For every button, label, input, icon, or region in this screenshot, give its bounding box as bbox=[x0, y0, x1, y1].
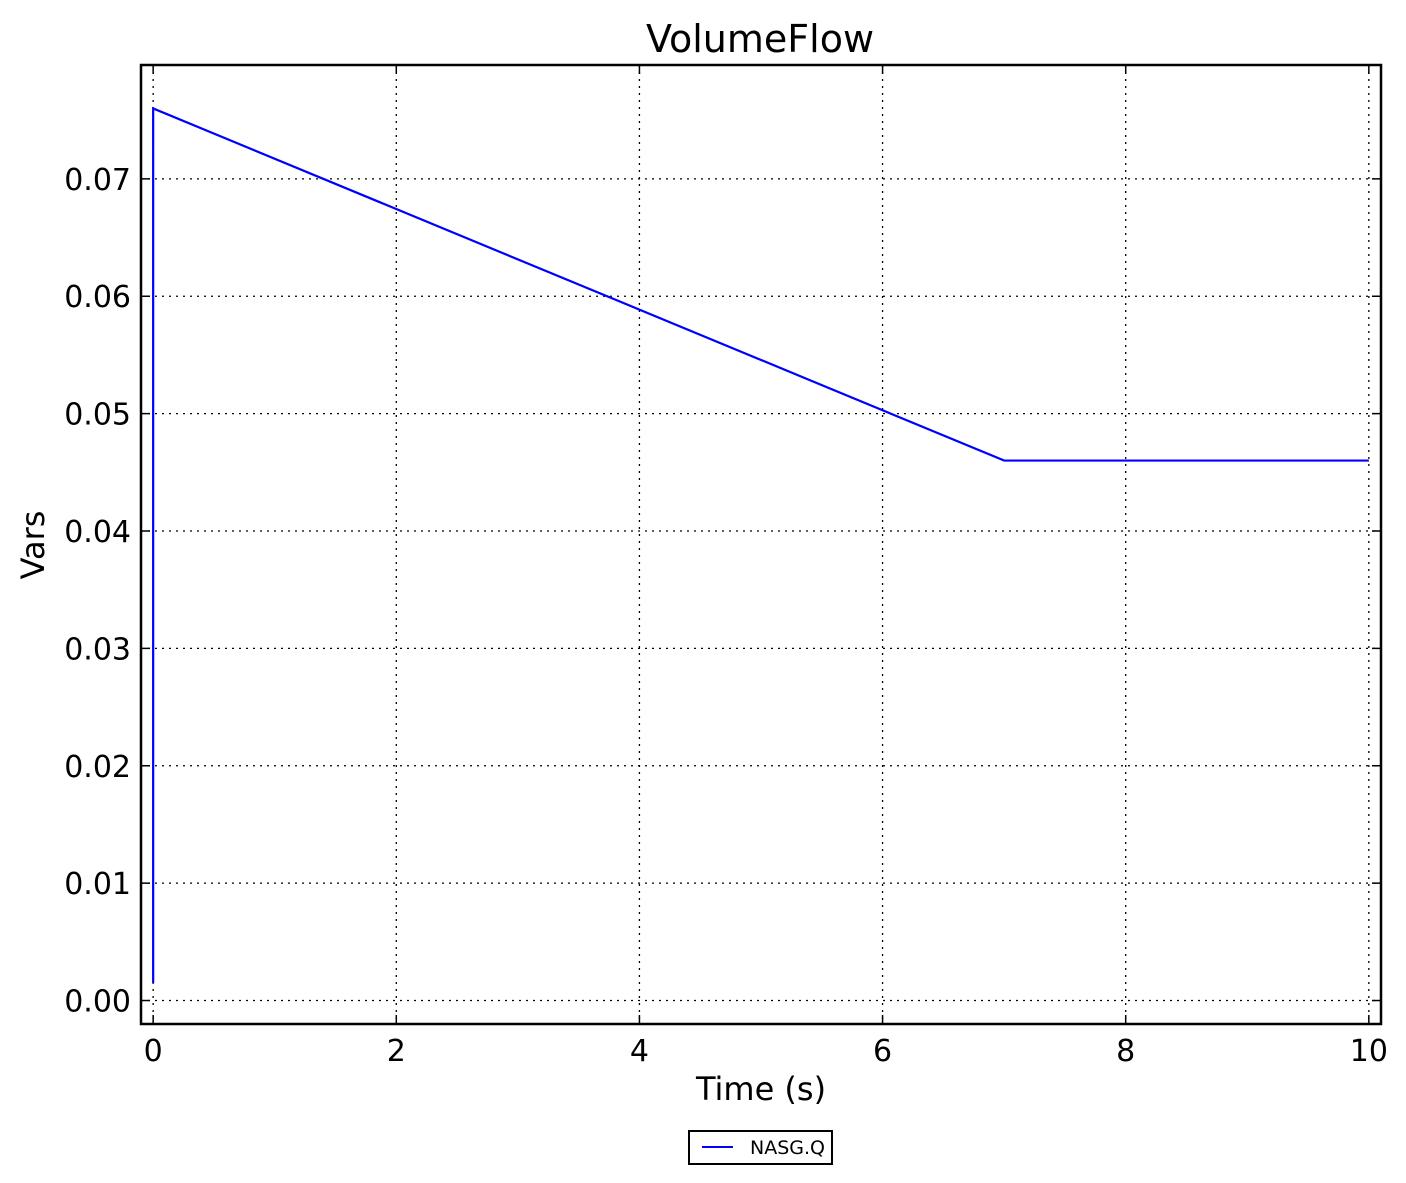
y-tick-label: 0.04 bbox=[64, 515, 131, 550]
grid-lines bbox=[141, 65, 1381, 1024]
x-tick-label: 0 bbox=[144, 1034, 163, 1069]
y-tick-labels: 0.00 0.01 0.02 0.03 0.04 0.05 0.06 0.07 bbox=[64, 163, 131, 1020]
x-tick-label: 8 bbox=[1116, 1034, 1135, 1069]
y-tick-label: 0.06 bbox=[64, 280, 131, 315]
y-tick-label: 0.00 bbox=[64, 985, 131, 1020]
x-tick-label: 4 bbox=[630, 1034, 649, 1069]
axis-ticks bbox=[141, 65, 1381, 1024]
y-tick-label: 0.02 bbox=[64, 750, 131, 785]
y-tick-label: 0.03 bbox=[64, 632, 131, 667]
x-tick-label: 6 bbox=[873, 1034, 892, 1069]
legend: NASG.Q bbox=[688, 1130, 833, 1165]
y-tick-label: 0.05 bbox=[64, 398, 131, 433]
series-lines bbox=[152, 106, 1369, 983]
x-tick-label: 10 bbox=[1350, 1034, 1388, 1069]
x-axis-label: Time (s) bbox=[695, 1070, 826, 1108]
y-tick-label: 0.07 bbox=[64, 163, 131, 198]
y-tick-label: 0.01 bbox=[64, 867, 131, 902]
chart-title: VolumeFlow bbox=[646, 17, 874, 61]
x-tick-label: 2 bbox=[387, 1034, 406, 1069]
plot-area-frame bbox=[139, 63, 1383, 1026]
series-line-nasg-q bbox=[152, 106, 1369, 983]
legend-label-nasg-q: NASG.Q bbox=[750, 1137, 825, 1159]
x-tick-labels: 0 2 4 6 8 10 bbox=[144, 1034, 1388, 1069]
y-axis-label: Vars bbox=[14, 511, 52, 580]
